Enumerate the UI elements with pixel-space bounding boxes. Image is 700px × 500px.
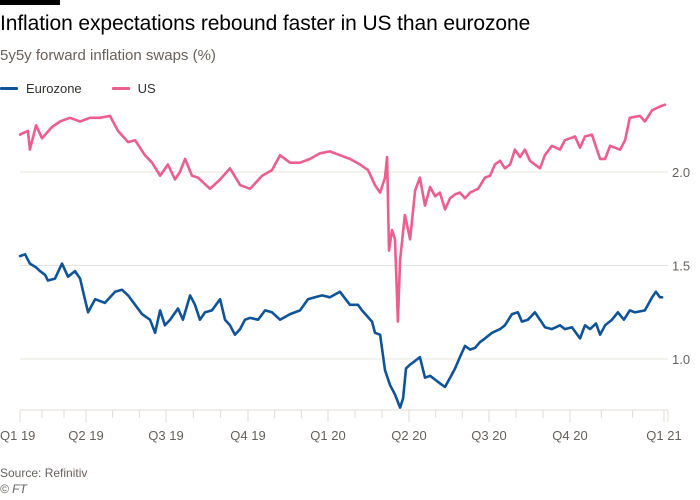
legend-label-eurozone: Eurozone [26, 80, 82, 96]
legend-swatch-eurozone [0, 86, 18, 90]
y-axis-tick-labels: 1.0 1.5 2.0 [672, 165, 690, 367]
legend-item-us: US [111, 80, 156, 96]
x-tick-label: Q4 20 [552, 428, 587, 443]
ft-brand-bar [0, 0, 60, 5]
x-tick-label: Q2 20 [391, 428, 426, 443]
legend-swatch-us [111, 86, 130, 90]
x-tick-label: Q3 19 [148, 428, 183, 443]
legend-label-us: US [137, 80, 156, 96]
x-axis: Q1 19 Q2 19 Q3 19 Q4 19 Q1 20 Q2 20 Q3 20 Q4 20… [0, 409, 682, 443]
legend: Eurozone US [0, 79, 186, 97]
x-tick-label: Q1 20 [310, 428, 345, 443]
x-tick-label: Q3 20 [471, 428, 506, 443]
y-tick-label: 2.0 [672, 165, 690, 180]
series-lines [18, 103, 667, 409]
source-note: Source: Refinitiv [0, 466, 88, 480]
chart-subtitle: 5y5y forward inflation swaps (%) [0, 47, 216, 64]
y-tick-label: 1.5 [672, 259, 690, 274]
x-tick-label: Q4 19 [230, 428, 265, 443]
chart-title: Inflation expectations rebound faster in… [0, 12, 531, 35]
legend-item-eurozone: Eurozone [0, 81, 82, 96]
y-tick-label: 1.0 [672, 352, 690, 367]
gridlines [20, 171, 668, 360]
series-line-eurozone [18, 253, 664, 409]
x-tick-label: Q1 21 [646, 428, 681, 443]
series-line-us [18, 103, 667, 323]
x-tick-label: Q1 19 [0, 428, 35, 443]
copyright-note: © FT [0, 482, 27, 496]
x-tick-label: Q2 19 [68, 428, 103, 443]
